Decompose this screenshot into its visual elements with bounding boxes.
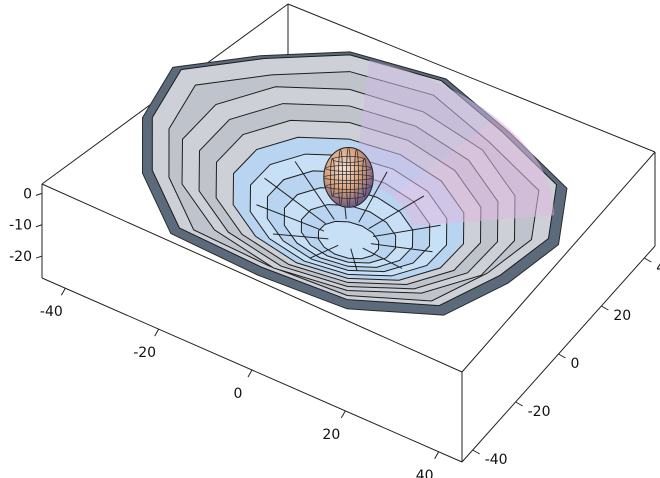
y-tick-mark: [644, 257, 652, 263]
y-tick-mark: [472, 449, 480, 455]
y-tick-mark: [601, 305, 609, 311]
sphere-latitude: [325, 164, 372, 172]
x-tick-label: 0: [234, 386, 243, 402]
x-tick-mark: [60, 287, 66, 296]
sphere-latitude: [332, 155, 365, 163]
x-tick-mark: [247, 369, 253, 378]
z-tick-mark: [35, 224, 43, 228]
sphere-longitude: [362, 157, 367, 197]
surface-wire-lines: [256, 159, 441, 271]
y-tick-label: -20: [528, 404, 551, 420]
wire-line: [273, 233, 329, 240]
sphere-longitude: [346, 147, 351, 208]
y-tick-label: 0: [571, 356, 580, 372]
wire-line: [362, 247, 403, 269]
sphere-longitude: [338, 149, 343, 206]
y-tick-label: -40: [485, 452, 508, 468]
x-tick-label: -40: [40, 304, 63, 320]
wire-line: [368, 195, 425, 230]
z-tick-label: -10: [9, 218, 32, 234]
surface-contour-ring: [317, 220, 380, 260]
x-tick-label: 20: [322, 427, 340, 443]
x-tick-mark: [154, 328, 160, 337]
wire-line: [350, 248, 358, 271]
y-tick-label: 40: [656, 260, 660, 276]
wire-line: [309, 244, 339, 259]
y-tick-label: 20: [613, 308, 631, 324]
wire-line: [358, 171, 388, 223]
wire-line: [372, 224, 441, 238]
y-tick-mark: [558, 353, 566, 359]
sphere-longitude: [354, 149, 359, 206]
sphere-latitude: [323, 173, 374, 181]
x-tick-mark: [434, 451, 440, 460]
x-axis: -40 -20 0 20 40: [40, 287, 440, 478]
z-tick-mark: [35, 192, 43, 196]
z-axis: -20 -10 0: [9, 186, 43, 265]
sphere-latitude: [332, 191, 365, 199]
z-tick-mark: [35, 255, 43, 259]
wire-line: [256, 204, 325, 232]
wire-line: [294, 161, 335, 220]
central-sphere: [323, 147, 374, 208]
y-tick-mark: [515, 401, 523, 407]
wire-line: [370, 243, 433, 253]
wire-line: [264, 177, 327, 225]
x-tick-label: 40: [416, 468, 434, 478]
sphere-longitude: [330, 157, 335, 197]
surface-tint-sector: [392, 117, 554, 227]
sphere-latitude: [325, 182, 372, 190]
z-tick-label: -20: [9, 249, 32, 265]
y-axis: -40 -20 0 20 40: [472, 257, 660, 468]
surface-tint-sector: [354, 60, 497, 198]
z-tick-label: 0: [23, 186, 32, 202]
x-tick-mark: [340, 410, 346, 419]
x-tick-label: -20: [133, 345, 156, 361]
